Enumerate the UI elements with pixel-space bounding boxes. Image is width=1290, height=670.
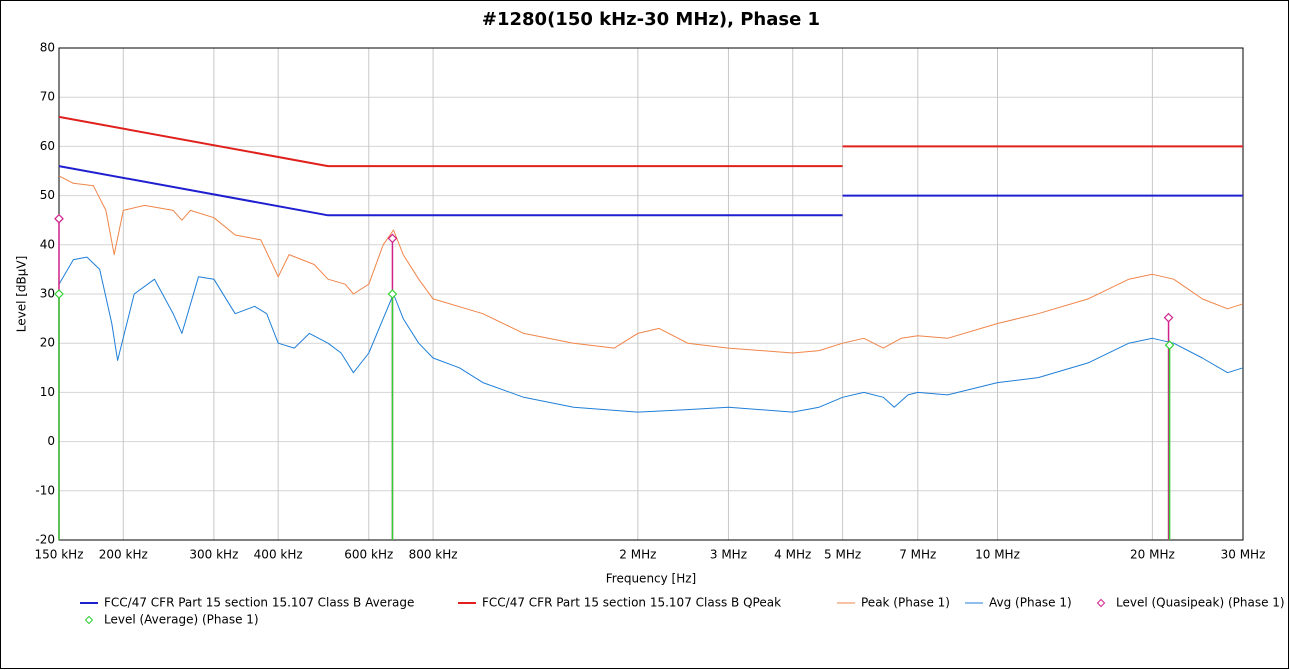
x-tick-label: 150 kHz	[35, 548, 84, 562]
y-tick-label: 0	[47, 434, 55, 448]
line-series	[58, 256, 1244, 413]
y-tick-label: 50	[40, 188, 55, 202]
y-axis-label: Level [dBµV]	[15, 256, 29, 333]
y-tick-label: 60	[40, 139, 55, 153]
y-tick-label: -20	[35, 533, 55, 547]
x-tick-label: 300 kHz	[189, 548, 238, 562]
x-tick-label: 20 MHz	[1130, 548, 1175, 562]
x-tick-label: 5 MHz	[824, 548, 861, 562]
line-series	[58, 165, 1243, 217]
y-tick-label: 80	[40, 41, 55, 55]
y-tick-label: 10	[40, 385, 55, 399]
y-tick-label: 30	[40, 287, 55, 301]
y-tick-label: 40	[40, 237, 55, 251]
legend-label: FCC/47 CFR Part 15 section 15.107 Class …	[482, 596, 781, 610]
legend-label: Avg (Phase 1)	[989, 596, 1072, 610]
chart-title: #1280(150 kHz-30 MHz), Phase 1	[482, 9, 820, 30]
legend-label: Peak (Phase 1)	[861, 596, 950, 610]
legend-marker	[84, 615, 94, 625]
y-tick-label: 20	[40, 336, 55, 350]
x-tick-label: 4 MHz	[774, 548, 811, 562]
marker	[1164, 340, 1175, 351]
x-tick-label: 30 MHz	[1221, 548, 1266, 562]
marker	[1163, 312, 1174, 323]
x-tick-label: 7 MHz	[899, 548, 936, 562]
y-tick-label: -10	[35, 483, 55, 497]
x-tick-label: 3 MHz	[710, 548, 747, 562]
legend-label: Level (Average) (Phase 1)	[104, 613, 259, 627]
marker	[387, 233, 398, 244]
x-axis-label: Frequency [Hz]	[606, 572, 697, 586]
x-tick-label: 10 MHz	[975, 548, 1020, 562]
x-tick-label: 200 kHz	[99, 548, 148, 562]
x-tick-label: 600 kHz	[344, 548, 393, 562]
marker	[387, 289, 398, 299]
legend-marker	[1096, 598, 1106, 608]
legend-label: FCC/47 CFR Part 15 section 15.107 Class …	[104, 596, 414, 610]
x-tick-label: 400 kHz	[254, 548, 303, 562]
x-tick-label: 800 kHz	[409, 548, 458, 562]
line-series	[58, 115, 1243, 168]
x-tick-label: 2 MHz	[619, 548, 656, 562]
marker	[54, 213, 64, 224]
legend-label: Level (Quasipeak) (Phase 1)	[1116, 596, 1285, 610]
line-series	[58, 175, 1244, 354]
y-tick-label: 70	[40, 90, 55, 104]
marker	[54, 289, 64, 299]
